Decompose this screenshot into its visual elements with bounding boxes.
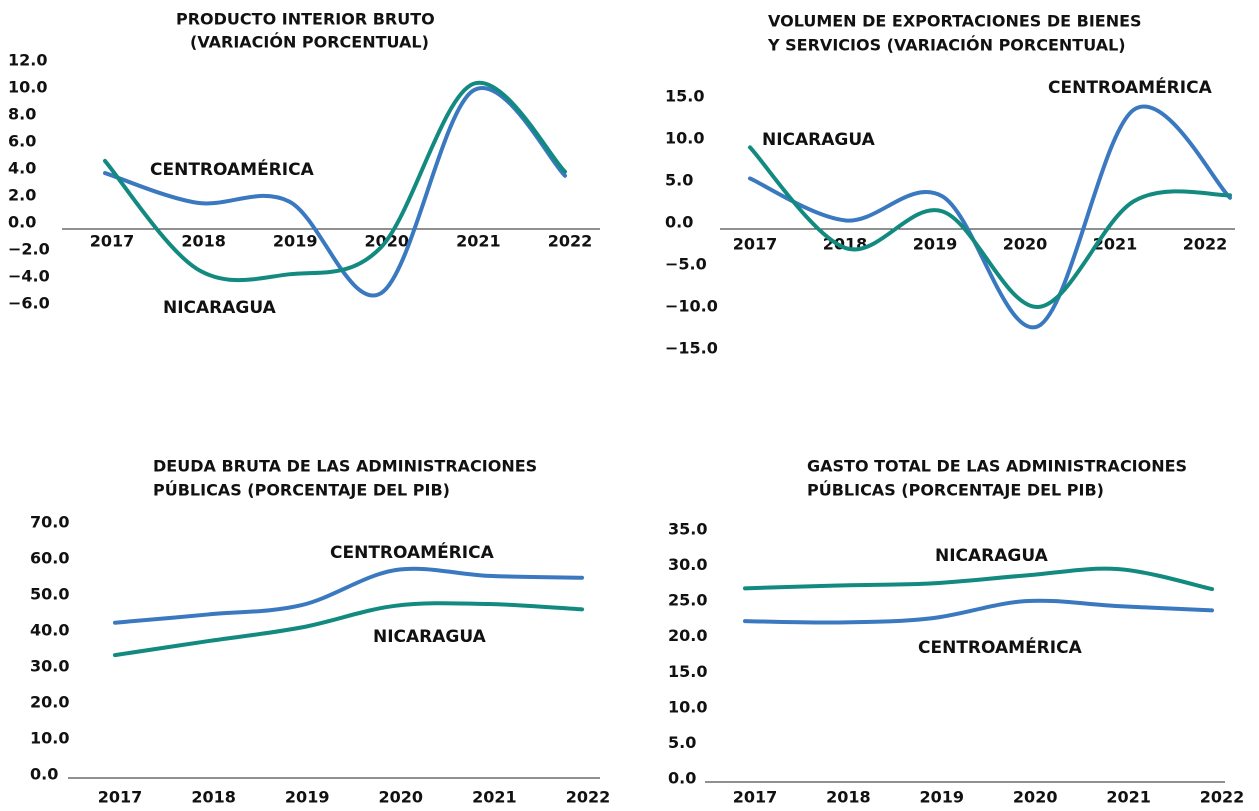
y-tick-label: 0.0 (30, 765, 58, 784)
series-line (748, 104, 1232, 330)
chart-title: PÚBLICAS (PORCENTAJE DEL PIB) (807, 481, 1104, 500)
x-tick-label: 2017 (733, 788, 778, 807)
y-tick-label: 15.0 (668, 662, 707, 681)
y-tick-label: 8.0 (8, 105, 36, 124)
x-tick-label: 2018 (826, 788, 871, 807)
series-label: NICARAGUA (373, 627, 487, 647)
y-tick-label: 5.0 (668, 733, 696, 752)
x-tick-label: 2022 (1200, 788, 1245, 807)
x-tick-label: 2021 (1106, 788, 1151, 807)
series-line (103, 86, 567, 298)
y-tick-label: 4.0 (8, 159, 36, 178)
x-tick-label: 2021 (472, 788, 517, 807)
chart-title: GASTO TOTAL DE LAS ADMINISTRACIONES (807, 457, 1187, 476)
chart-title: DEUDA BRUTA DE LAS ADMINISTRACIONES (153, 457, 537, 476)
y-tick-label: 10.0 (668, 697, 707, 716)
y-tick-label: −6.0 (8, 294, 50, 313)
y-tick-label: 30.0 (668, 555, 707, 574)
series-label: CENTROAMÉRICA (1048, 76, 1213, 98)
series-label: CENTROAMÉRICA (330, 541, 495, 563)
chart-title: VOLUMEN DE EXPORTACIONES DE BIENES (768, 12, 1142, 31)
y-tick-label: 0.0 (668, 769, 696, 788)
y-tick-label: 10.0 (8, 78, 47, 97)
y-tick-label: 10.0 (665, 129, 704, 148)
x-tick-label: 2019 (913, 235, 958, 254)
chart-title: Y SERVICIOS (VARIACIÓN PORCENTUAL) (767, 36, 1126, 55)
chart-title: (VARIACIÓN PORCENTUAL) (190, 33, 429, 52)
y-tick-label: 12.0 (8, 51, 47, 70)
y-tick-label: 5.0 (665, 171, 693, 190)
y-tick-label: 20.0 (668, 626, 707, 645)
x-tick-label: 2019 (285, 788, 330, 807)
y-tick-label: 2.0 (8, 186, 36, 205)
y-tick-label: −2.0 (8, 240, 50, 259)
x-tick-label: 2020 (1003, 235, 1048, 254)
series-label: CENTROAMÉRICA (150, 158, 315, 180)
x-tick-label: 2017 (733, 235, 778, 254)
x-tick-label: 2022 (1183, 235, 1228, 254)
y-tick-label: 50.0 (30, 585, 69, 604)
series-label: NICARAGUA (935, 546, 1049, 566)
y-tick-label: 0.0 (8, 213, 36, 232)
y-tick-label: 35.0 (668, 520, 707, 539)
chart-title: PRODUCTO INTERIOR BRUTO (176, 10, 435, 29)
series-line (113, 601, 584, 658)
series-label: NICARAGUA (762, 130, 876, 150)
series-label: NICARAGUA (163, 298, 277, 318)
y-tick-label: 70.0 (30, 513, 69, 532)
series-line (113, 566, 584, 625)
series-line (743, 598, 1214, 625)
x-tick-label: 2017 (98, 788, 143, 807)
x-tick-label: 2018 (181, 232, 226, 251)
y-tick-label: 20.0 (30, 693, 69, 712)
y-tick-label: 10.0 (30, 729, 69, 748)
y-tick-label: −4.0 (8, 267, 50, 286)
x-tick-label: 2022 (548, 232, 593, 251)
y-tick-label: −15.0 (665, 339, 718, 358)
y-tick-label: 40.0 (30, 621, 69, 640)
x-tick-label: 2019 (920, 788, 965, 807)
x-tick-label: 2021 (456, 232, 501, 251)
series-label: CENTROAMÉRICA (918, 636, 1083, 658)
series-line (743, 566, 1214, 592)
x-tick-label: 2020 (379, 788, 424, 807)
y-tick-label: 25.0 (668, 591, 707, 610)
y-tick-label: −5.0 (665, 255, 707, 274)
series-line (748, 145, 1232, 310)
y-tick-label: 30.0 (30, 657, 69, 676)
x-tick-label: 2017 (90, 232, 135, 251)
series-line (103, 80, 567, 283)
x-tick-label: 2020 (1013, 788, 1058, 807)
x-tick-label: 2022 (566, 788, 611, 807)
y-tick-label: 0.0 (665, 213, 693, 232)
y-tick-label: 60.0 (30, 549, 69, 568)
x-tick-label: 2021 (1093, 235, 1138, 254)
y-tick-label: 6.0 (8, 132, 36, 151)
x-tick-label: 2018 (191, 788, 236, 807)
y-tick-label: 15.0 (665, 87, 704, 106)
chart-title: PÚBLICAS (PORCENTAJE DEL PIB) (153, 481, 450, 500)
x-tick-label: 2019 (273, 232, 318, 251)
y-tick-label: −10.0 (665, 297, 718, 316)
